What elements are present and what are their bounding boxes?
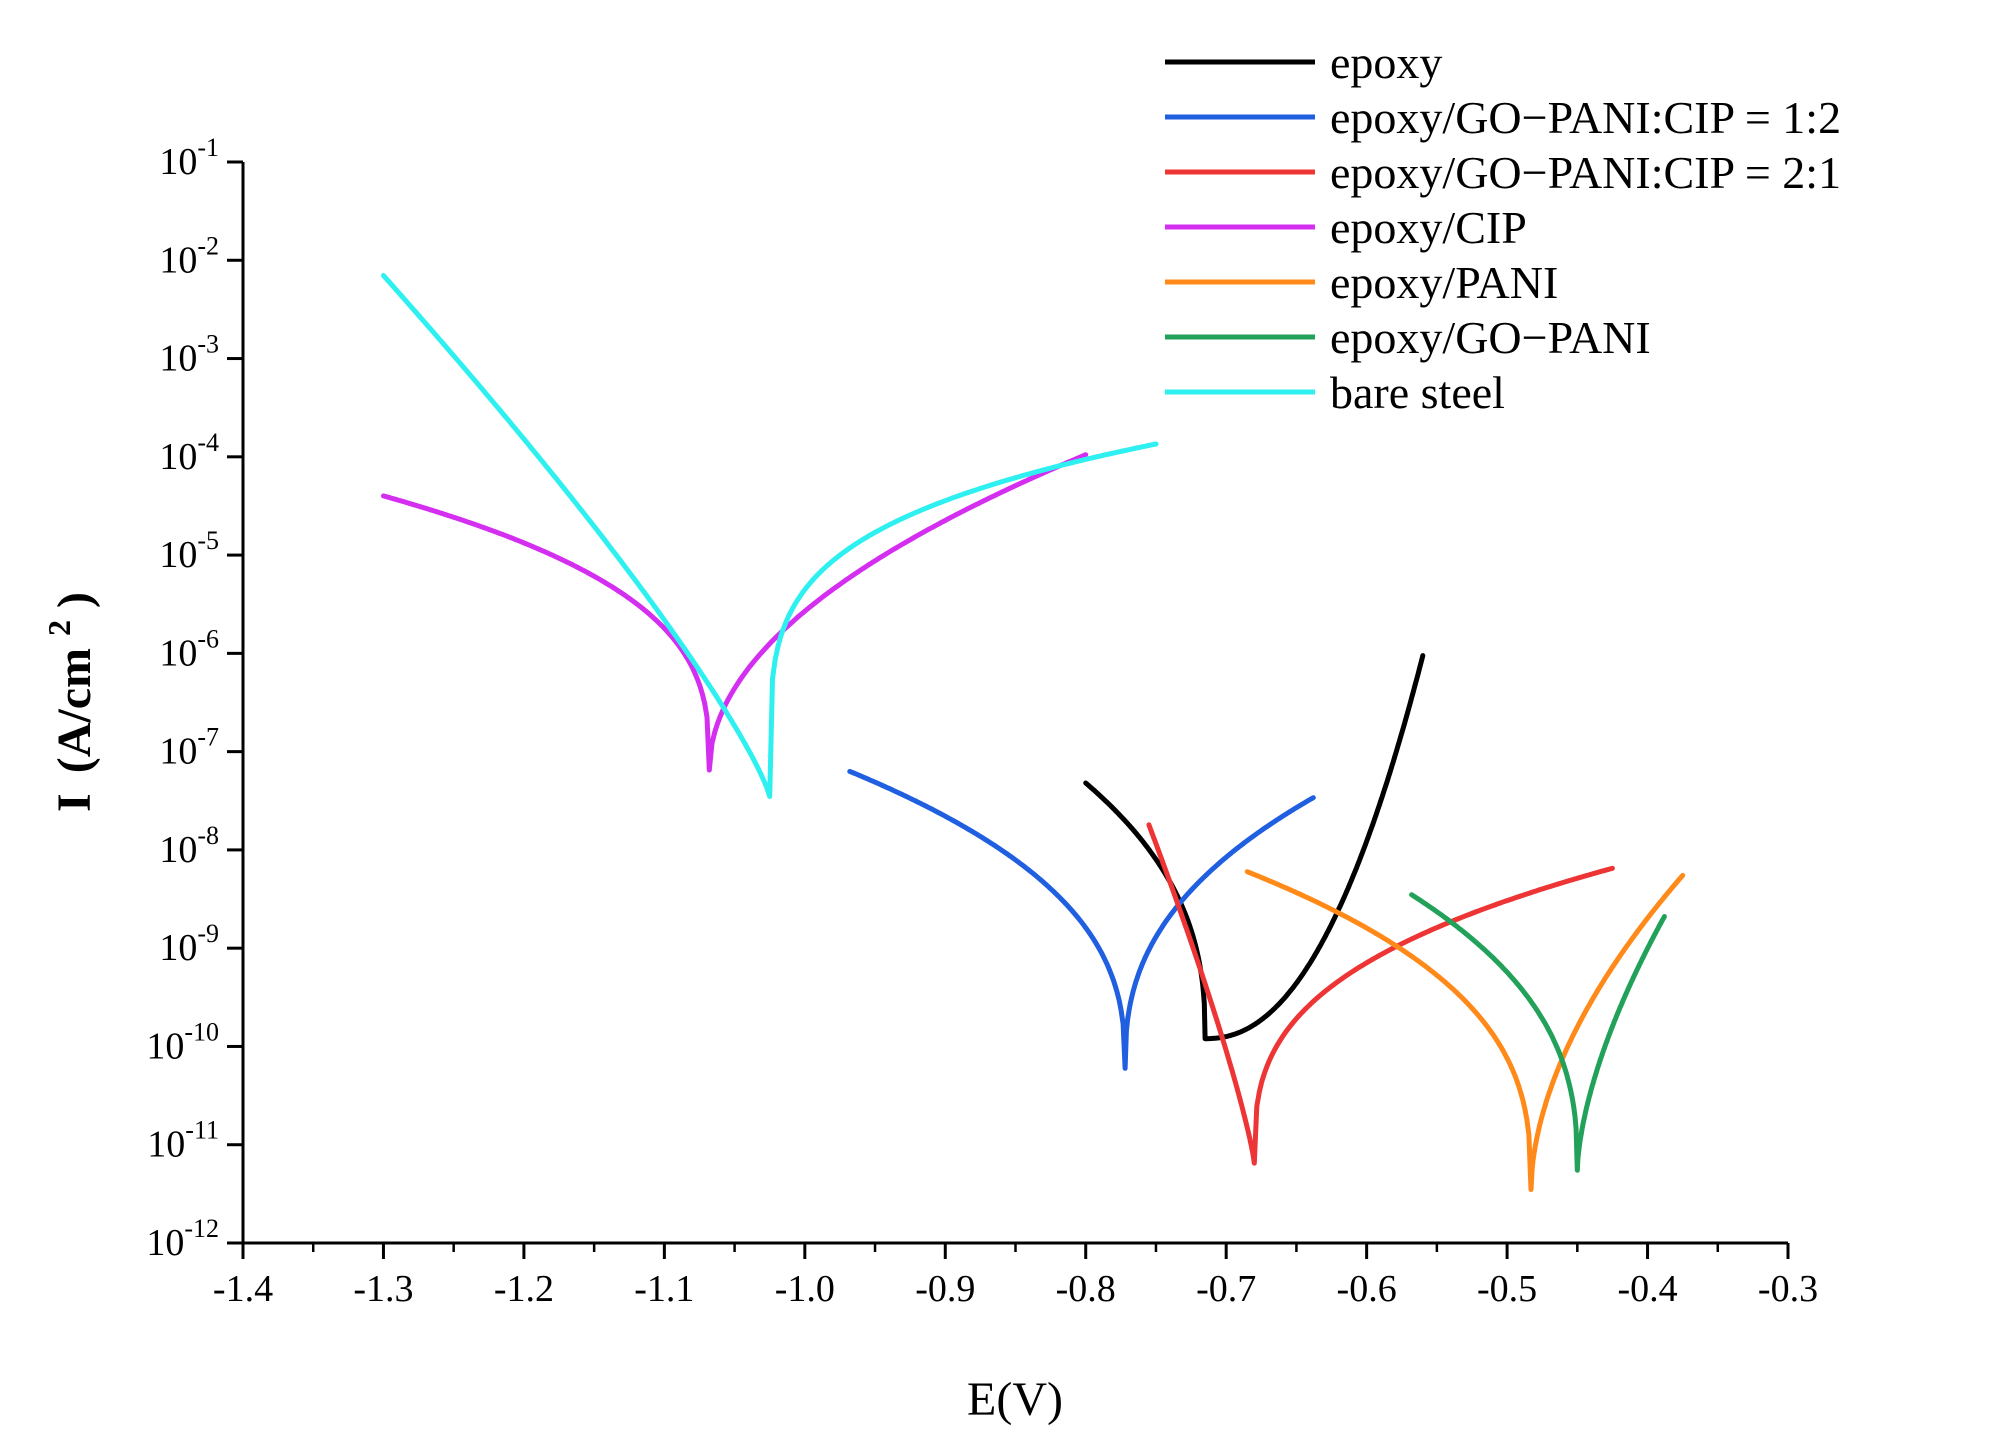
y-tick-label: 10-10 — [146, 1017, 219, 1067]
legend-label: epoxy/CIP — [1330, 202, 1527, 253]
y-tick-label-base: 10 — [159, 239, 197, 281]
legend-label: epoxy/GO−PANI:CIP = 1:2 — [1330, 92, 1841, 143]
y-tick-label-base: 10 — [159, 436, 197, 478]
y-tick-label: 10-2 — [159, 231, 219, 281]
legend-label: epoxy/GO−PANI:CIP = 2:1 — [1330, 147, 1841, 198]
y-tick-label-base: 10 — [146, 1222, 184, 1264]
y-axis-title-unit-close: ) — [48, 592, 101, 608]
series-line-3 — [1146, 822, 1615, 1166]
y-tick-label-exp: -3 — [197, 330, 219, 359]
y-tick-label-base: 10 — [159, 731, 197, 773]
x-tick-label: -1.2 — [494, 1268, 554, 1310]
x-tick-label: -0.5 — [1477, 1268, 1537, 1310]
x-tick-label: -0.9 — [915, 1268, 975, 1310]
x-ticks: -1.4 -1.3 -1.2 -1.1 -1.0 -0.9 -0.8 -0.7 -0.6 -0.5… — [213, 1243, 1818, 1310]
y-tick-label-base: 10 — [159, 534, 197, 576]
y-tick-label: 10-4 — [159, 428, 219, 478]
y-tick-label: 10-7 — [159, 723, 219, 773]
y-axis-title-unit-exp: 2 — [41, 620, 77, 636]
svg-text:I (A/cm 2 ): I (A/cm 2 ) — [28, 592, 101, 812]
series-line-2 — [847, 768, 1316, 1071]
y-tick-label-exp: -1 — [197, 133, 219, 162]
y-axis-title-main: I — [48, 793, 101, 812]
series-line-1 — [1083, 653, 1426, 1042]
y-tick-label-base: 10 — [146, 1025, 184, 1067]
y-tick-label-base: 10 — [159, 632, 197, 674]
y-tick-label: 10-1 — [159, 133, 219, 183]
legend-label: epoxy/PANI — [1330, 257, 1558, 308]
y-tick-label-exp: -8 — [197, 821, 219, 850]
y-tick-label-base: 10 — [159, 829, 197, 871]
x-tick-label: -0.6 — [1337, 1268, 1397, 1310]
y-tick-label: 10-3 — [159, 330, 219, 380]
x-tick-label: -0.4 — [1617, 1268, 1677, 1310]
series-line-6 — [1409, 892, 1667, 1173]
legend-label: bare steel — [1330, 367, 1505, 418]
y-tick-label: 10-5 — [159, 526, 219, 576]
y-tick-label-base: 10 — [159, 141, 197, 183]
y-tick-label-exp: -2 — [197, 231, 219, 260]
series-line-4 — [381, 452, 1089, 773]
y-tick-label-exp: -5 — [197, 526, 219, 555]
x-tick-label: -1.1 — [634, 1268, 694, 1310]
y-tick-label-exp: -4 — [197, 428, 219, 457]
x-axis-title: E(V) — [967, 1373, 1063, 1426]
y-tick-label: 10-6 — [159, 624, 219, 674]
legend-label: epoxy/GO−PANI — [1330, 312, 1651, 363]
y-axis-title-unit: (A/cm — [48, 648, 101, 773]
y-tick-label: 10-11 — [147, 1116, 219, 1166]
y-axis-title: I (A/cm 2 ) — [28, 592, 101, 812]
x-tick-label: -1.0 — [775, 1268, 835, 1310]
y-tick-label: 10-12 — [146, 1214, 219, 1264]
x-tick-label: -1.4 — [213, 1268, 273, 1310]
y-tick-label-exp: -6 — [197, 624, 219, 653]
y-tick-label-exp: -10 — [184, 1017, 219, 1046]
y-tick-label: 10-9 — [159, 919, 219, 969]
y-tick-label: 10-8 — [159, 821, 219, 871]
x-tick-label: -0.7 — [1196, 1268, 1256, 1310]
y-tick-label-exp: -9 — [197, 919, 219, 948]
series-line-5 — [1244, 869, 1686, 1192]
y-ticks: 10-110-210-310-410-510-610-710-810-910-1… — [146, 133, 243, 1264]
y-tick-label-exp: -12 — [184, 1214, 219, 1243]
y-tick-label-base: 10 — [159, 338, 197, 380]
series-line-7 — [381, 273, 1159, 799]
legend-label: epoxy — [1330, 37, 1442, 88]
x-tick-label: -0.3 — [1758, 1268, 1818, 1310]
y-tick-label-base: 10 — [147, 1124, 185, 1166]
x-tick-label: -1.3 — [353, 1268, 413, 1310]
y-tick-label-exp: -11 — [185, 1116, 219, 1145]
y-tick-label-exp: -7 — [197, 723, 219, 752]
series-group — [381, 273, 1686, 1192]
y-tick-label-base: 10 — [159, 927, 197, 969]
x-tick-label: -0.8 — [1056, 1268, 1116, 1310]
